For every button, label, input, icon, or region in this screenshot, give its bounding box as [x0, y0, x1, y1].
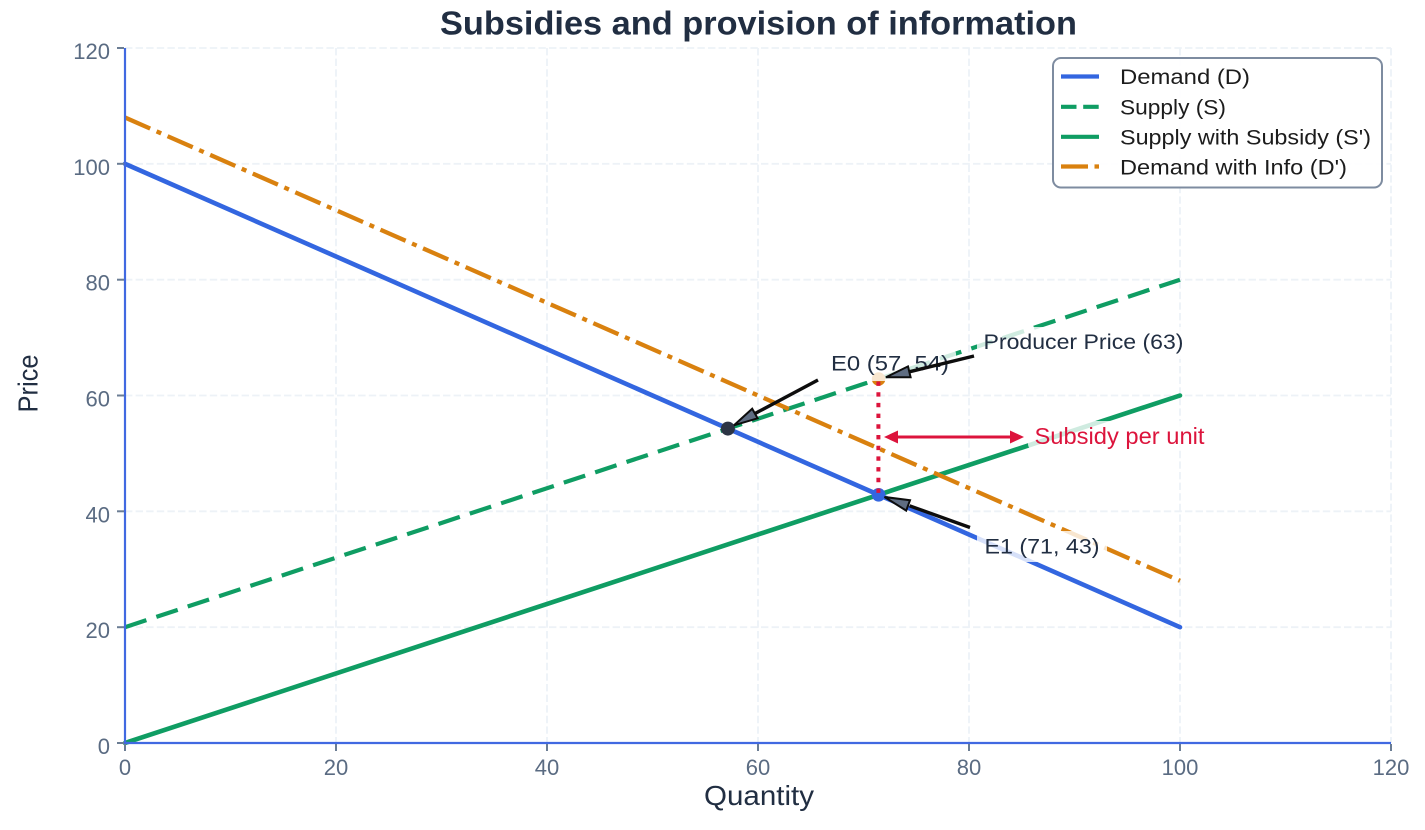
svg-text:Demand (D): Demand (D) — [1120, 65, 1250, 89]
svg-text:100: 100 — [1162, 755, 1199, 780]
svg-text:Quantity: Quantity — [704, 780, 814, 811]
svg-text:60: 60 — [746, 755, 770, 780]
svg-text:Producer Price (63): Producer Price (63) — [984, 331, 1184, 354]
svg-text:E0 (57, 54): E0 (57, 54) — [831, 353, 949, 376]
svg-text:80: 80 — [957, 755, 981, 780]
svg-text:Supply with Subsidy (S'): Supply with Subsidy (S') — [1120, 126, 1371, 150]
svg-text:Subsidy per unit: Subsidy per unit — [1035, 423, 1206, 449]
svg-text:40: 40 — [535, 755, 559, 780]
svg-text:40: 40 — [86, 502, 110, 527]
svg-text:100: 100 — [73, 155, 110, 180]
svg-text:Supply (S): Supply (S) — [1120, 95, 1226, 119]
svg-text:Demand with Info (D'): Demand with Info (D') — [1120, 155, 1347, 179]
svg-text:60: 60 — [86, 387, 110, 412]
svg-text:120: 120 — [1373, 755, 1410, 780]
svg-text:20: 20 — [324, 755, 348, 780]
svg-text:0: 0 — [119, 755, 131, 780]
svg-text:20: 20 — [86, 618, 110, 643]
svg-text:Price: Price — [13, 355, 44, 413]
svg-text:0: 0 — [98, 734, 110, 759]
svg-text:80: 80 — [86, 271, 110, 296]
svg-text:120: 120 — [73, 39, 110, 64]
svg-text:Subsidies and provision of inf: Subsidies and provision of information — [440, 5, 1077, 42]
svg-text:E1 (71, 43): E1 (71, 43) — [985, 536, 1100, 559]
